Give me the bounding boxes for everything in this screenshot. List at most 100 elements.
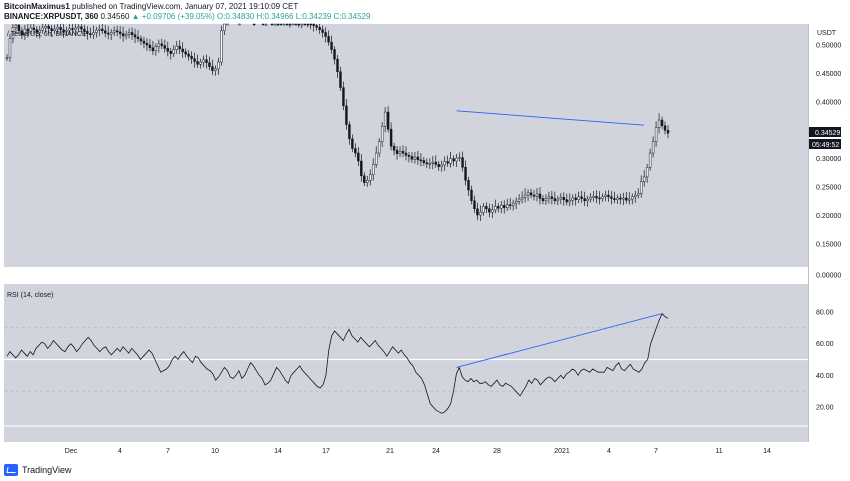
candle-body <box>589 197 592 200</box>
candle-body <box>178 45 181 50</box>
rsi-series <box>4 312 808 427</box>
candle-body <box>98 28 101 31</box>
candle-body <box>494 206 497 211</box>
candle-body <box>148 44 152 49</box>
candle-body <box>526 192 530 196</box>
candle-body <box>559 197 563 200</box>
candle-body <box>327 36 330 43</box>
candle-body <box>145 43 149 46</box>
candle-body <box>23 28 27 36</box>
candle-body <box>449 158 452 164</box>
candle-body <box>208 62 211 67</box>
candle-body <box>20 30 24 36</box>
candle-body <box>14 24 18 28</box>
candle-body <box>115 30 119 33</box>
candle-body <box>160 43 164 46</box>
candle-body <box>634 194 637 198</box>
candle-body <box>631 196 634 200</box>
candle-body <box>628 198 631 201</box>
candle-body <box>503 205 506 208</box>
candle-body <box>41 27 44 31</box>
candle-body <box>333 49 336 60</box>
time-tick-label: 28 <box>493 448 501 455</box>
candle-body <box>386 111 390 130</box>
time-tick-label: 4 <box>607 448 611 455</box>
candle-body <box>583 198 586 202</box>
candle-body <box>29 27 33 32</box>
rsi-line <box>6 312 669 414</box>
price-change: ▲ +0.09706 (+39.05%) <box>131 12 215 21</box>
candle-body <box>223 23 226 32</box>
rsi-legend: RSI (14, close) <box>7 292 53 299</box>
candle-body <box>130 32 134 36</box>
candle-body <box>440 164 443 167</box>
candle-body <box>252 23 256 26</box>
candle-body <box>127 32 131 35</box>
candle-body <box>8 37 12 58</box>
candle-body <box>473 200 476 209</box>
candle-body <box>109 32 113 35</box>
candle-body <box>345 105 348 125</box>
candle-body <box>83 28 86 32</box>
candle-body <box>44 25 47 29</box>
candle-body <box>642 176 646 182</box>
candle-body <box>523 194 527 198</box>
publisher-name[interactable]: BitcoinMaximus1 <box>4 2 70 11</box>
candle-body <box>47 25 50 29</box>
candle-body <box>470 189 473 202</box>
candle-body <box>666 130 670 134</box>
candle-body <box>488 208 491 213</box>
candle-body <box>169 51 172 54</box>
candle-body <box>282 23 286 26</box>
candle-body <box>65 29 68 33</box>
price-series <box>5 23 670 221</box>
candle-body <box>660 119 664 126</box>
candle-body <box>163 45 167 49</box>
candle-body <box>321 29 324 33</box>
candle-body <box>32 27 36 30</box>
candle-body <box>77 26 80 29</box>
candle-body <box>291 23 295 26</box>
candle-body <box>544 198 548 202</box>
candle-body <box>625 197 628 201</box>
candle-body <box>339 71 342 88</box>
candle-body <box>389 128 393 147</box>
candle-body <box>610 196 613 199</box>
footer-brand[interactable]: TradingView <box>22 465 72 475</box>
price-pane-bg <box>4 24 808 267</box>
candle-body <box>166 48 169 52</box>
candle-body <box>89 33 92 36</box>
candle-body <box>306 23 309 26</box>
candle-body <box>404 152 408 156</box>
time-tick-label: 17 <box>322 448 330 455</box>
candle-body <box>318 27 321 30</box>
candle-body <box>645 166 649 178</box>
candle-body <box>220 30 223 63</box>
candle-body <box>452 158 455 162</box>
candle-body <box>56 27 59 30</box>
candle-body <box>500 205 503 209</box>
candle-body <box>604 194 607 198</box>
candle-body <box>184 51 187 55</box>
candle-body <box>508 204 512 207</box>
candle-body <box>71 28 74 30</box>
candle-body <box>476 208 479 216</box>
price-tick-label: 0.30000 <box>816 156 841 163</box>
candle-body <box>324 32 327 37</box>
candle-body <box>529 192 533 196</box>
candle-body <box>446 161 449 164</box>
symbol-line: BINANCE:XRPUSDT, 360 0.34560 ▲ +0.09706 … <box>4 12 370 22</box>
rsi-tick-label: 80.00 <box>816 310 834 317</box>
candle-body <box>142 40 146 44</box>
time-tick-label: 7 <box>654 448 658 455</box>
candle-body <box>395 149 399 154</box>
candle-body <box>541 198 545 202</box>
candle-body <box>5 57 9 59</box>
price-axis: 0.500000.450000.400000.350000.300000.250… <box>816 43 841 280</box>
candle-body <box>11 27 15 39</box>
candle-body <box>50 28 53 32</box>
publisher-line: BitcoinMaximus1 published on TradingView… <box>4 2 298 12</box>
candle-body <box>467 180 470 191</box>
candle-body <box>485 206 488 209</box>
